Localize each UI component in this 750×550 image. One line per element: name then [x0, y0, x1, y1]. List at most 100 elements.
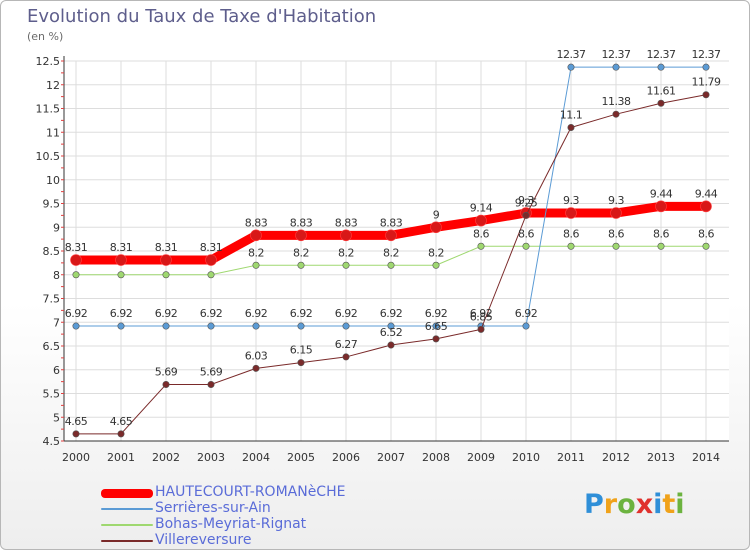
x-tick-label: 2003	[197, 451, 225, 464]
series-point-3	[387, 341, 395, 349]
series-point-2	[297, 261, 305, 269]
series-point-3	[252, 364, 260, 372]
series-point-0	[295, 229, 307, 242]
series-point-1	[297, 322, 305, 330]
data-label: 8.6	[563, 227, 579, 240]
x-tick-label: 2010	[512, 451, 540, 464]
x-tick-label: 2005	[287, 451, 315, 464]
series-point-2	[657, 242, 665, 250]
x-tick-label: 2001	[107, 451, 135, 464]
data-label: 8.83	[290, 216, 313, 229]
data-label: 8.2	[248, 246, 264, 259]
logo-letter: o	[617, 489, 636, 520]
data-label: 9.14	[470, 202, 493, 215]
data-label: 6.15	[290, 344, 313, 357]
series-point-1	[207, 322, 215, 330]
chart-subtitle: (en %)	[27, 30, 64, 43]
data-label: 11.79	[692, 76, 721, 89]
series-point-2	[522, 242, 530, 250]
series-point-1	[567, 63, 575, 71]
series-point-3	[162, 380, 170, 388]
y-tick-label: 5.5	[43, 388, 61, 401]
data-label: 11.61	[647, 84, 676, 97]
y-tick-label: 11.5	[36, 103, 61, 116]
data-label: 8.31	[65, 241, 88, 254]
data-label: 8.83	[380, 216, 403, 229]
series-point-0	[475, 214, 487, 227]
data-label: 6.92	[65, 307, 88, 320]
data-label: 11.38	[602, 95, 631, 108]
data-label: 12.37	[602, 48, 631, 61]
series-point-1	[612, 63, 620, 71]
data-label: 8.6	[518, 227, 534, 240]
y-tick-label: 8	[53, 269, 60, 282]
data-label: 8.31	[155, 241, 178, 254]
legend-label: HAUTECOURT-ROMANèCHE	[155, 484, 346, 500]
x-tick-label: 2008	[422, 451, 450, 464]
data-label: 5.69	[155, 365, 178, 378]
data-label: 8.6	[608, 227, 624, 240]
logo-letter: P	[584, 489, 604, 520]
data-label: 6.92	[425, 307, 448, 320]
data-label: 8.2	[338, 246, 354, 259]
y-tick-label: 11	[46, 126, 60, 139]
data-label: 12.37	[692, 48, 721, 61]
series-point-2	[162, 271, 170, 279]
y-tick-label: 6	[53, 364, 60, 377]
x-tick-label: 2014	[692, 451, 720, 464]
series-point-2	[702, 242, 710, 250]
data-label: 8.83	[335, 216, 358, 229]
x-tick-label: 2004	[242, 451, 270, 464]
series-point-0	[430, 221, 442, 234]
legend-swatch	[101, 488, 153, 498]
data-label: 8.2	[428, 246, 444, 259]
series-point-1	[72, 322, 80, 330]
logo-letter: r	[603, 489, 618, 520]
legend-label: Villereversure	[155, 532, 252, 548]
y-tick-label: 5	[53, 411, 60, 424]
series-point-2	[342, 261, 350, 269]
x-tick-label: 2000	[62, 451, 90, 464]
series-point-3	[432, 335, 440, 343]
data-label: 6.92	[515, 307, 538, 320]
series-point-2	[477, 242, 485, 250]
chart-title: Evolution du Taux de Taxe d'Habitation	[27, 6, 377, 27]
data-label: 6.92	[290, 307, 313, 320]
series-point-1	[252, 322, 260, 330]
series-point-0	[700, 200, 712, 213]
series-point-3	[72, 430, 80, 438]
logo-letter: i	[675, 489, 685, 520]
series-point-3	[567, 124, 575, 132]
data-label: 8.31	[200, 241, 223, 254]
data-label: 8.6	[473, 227, 489, 240]
data-label: 6.92	[380, 307, 403, 320]
series-point-0	[70, 254, 82, 266]
series-point-0	[205, 254, 217, 266]
series-point-0	[250, 229, 262, 242]
data-label: 6.52	[380, 326, 403, 339]
y-tick-label: 9	[53, 221, 60, 234]
y-tick-label: 7	[53, 316, 60, 329]
series-point-2	[207, 271, 215, 279]
data-label: 5.69	[200, 365, 223, 378]
data-label: 9	[433, 208, 440, 221]
series-point-0	[610, 207, 622, 219]
y-tick-label: 6.5	[43, 340, 61, 353]
series-point-1	[657, 63, 665, 71]
y-tick-label: 12.5	[36, 55, 61, 68]
data-label: 6.92	[245, 307, 268, 320]
data-label: 11.1	[560, 109, 583, 122]
data-label: 9.25	[515, 196, 538, 209]
logo-letter: t	[662, 489, 676, 520]
series-point-1	[522, 322, 530, 330]
legend-swatch	[101, 540, 153, 542]
series-point-2	[387, 261, 395, 269]
data-label: 9.44	[650, 187, 673, 200]
series-point-0	[115, 254, 127, 266]
x-tick-label: 2009	[467, 451, 495, 464]
data-label: 6.92	[155, 307, 178, 320]
series-point-3	[117, 430, 125, 438]
data-label: 8.6	[698, 227, 714, 240]
